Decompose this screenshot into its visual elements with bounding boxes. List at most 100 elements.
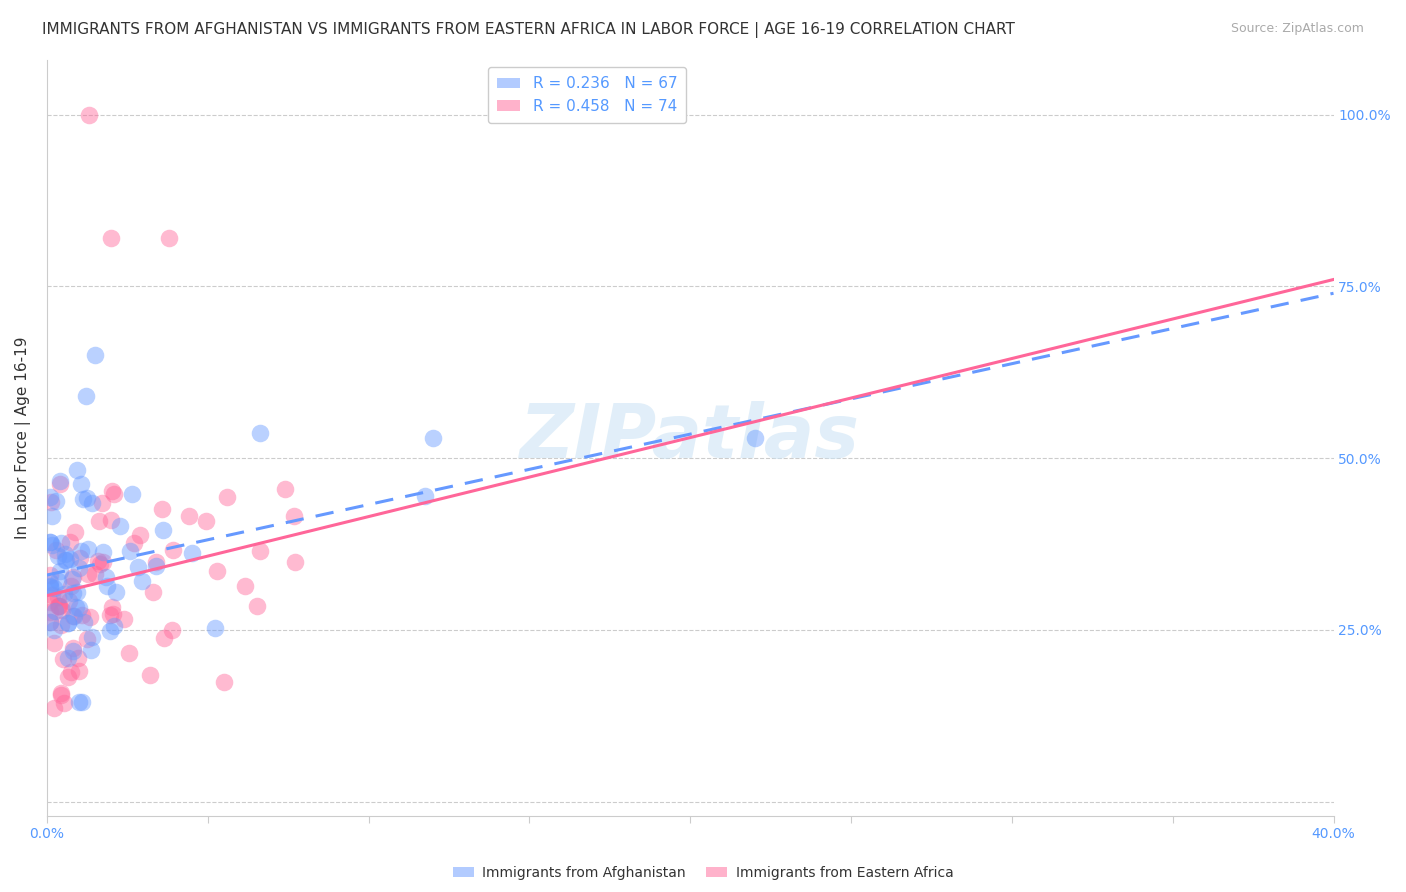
Point (58, 594, 80, 608)
Point (283, 508, 305, 523)
Point (103, 486, 125, 500)
Point (65, 599, 87, 614)
Y-axis label: In Labor Force | Age 16-19: In Labor Force | Age 16-19 (15, 336, 31, 539)
Point (48, 599, 70, 614)
Point (413, 490, 436, 504)
Point (69, 551, 91, 566)
Point (46, 590, 69, 604)
Point (48, 599, 70, 614)
Point (744, 431, 766, 445)
Point (39, 534, 62, 549)
Point (39, 568, 62, 582)
Point (70, 544, 93, 558)
Point (118, 544, 141, 558)
Point (39, 491, 62, 505)
Point (77, 107, 100, 121)
Point (127, 560, 149, 574)
Point (39, 574, 62, 589)
Point (150, 501, 173, 516)
Point (100, 483, 122, 498)
Point (41, 508, 63, 523)
Point (48, 474, 70, 488)
Point (122, 535, 145, 549)
Point (60, 572, 83, 586)
Point (52, 587, 75, 601)
Point (62, 586, 84, 600)
Point (75, 389, 97, 403)
Point (100, 624, 122, 638)
Point (101, 600, 124, 615)
Point (204, 621, 226, 635)
Text: Source: ZipAtlas.com: Source: ZipAtlas.com (1230, 22, 1364, 36)
Point (41, 588, 63, 602)
Point (422, 431, 444, 445)
Point (39, 534, 62, 549)
Point (46, 574, 69, 588)
Point (101, 607, 124, 622)
Point (179, 508, 201, 523)
Point (67, 650, 90, 665)
Point (80, 496, 103, 510)
Point (62, 609, 84, 624)
Point (49, 536, 72, 550)
Point (39, 605, 62, 619)
Point (84, 566, 107, 581)
Point (96, 578, 118, 592)
Point (112, 612, 135, 626)
Point (91, 555, 114, 569)
Point (91, 496, 114, 510)
Point (67, 600, 90, 615)
Point (100, 608, 122, 623)
Point (52, 696, 75, 710)
Point (142, 585, 165, 599)
Point (103, 619, 125, 633)
Point (41, 538, 63, 552)
Point (70, 477, 93, 491)
Point (44, 701, 66, 715)
Point (76, 491, 98, 505)
Point (79, 643, 101, 657)
Legend: R = 0.236   N = 67, R = 0.458   N = 74: R = 0.236 N = 67, R = 0.458 N = 74 (488, 67, 686, 123)
Point (66, 585, 89, 599)
Point (104, 585, 127, 599)
Point (53, 547, 76, 561)
Point (60, 665, 83, 680)
Point (89, 558, 111, 572)
Point (67, 695, 90, 709)
Point (51, 618, 73, 632)
Point (246, 599, 269, 613)
Point (51, 686, 73, 700)
Point (274, 482, 297, 496)
Point (56, 615, 79, 630)
Point (100, 512, 122, 526)
Point (160, 623, 183, 637)
Point (84, 348, 107, 362)
Point (157, 231, 180, 245)
Point (93, 544, 115, 558)
Point (121, 487, 143, 501)
Text: ZIPatlas: ZIPatlas (520, 401, 860, 474)
Point (45, 543, 67, 558)
Point (205, 565, 228, 579)
Point (62, 570, 84, 584)
Point (67, 664, 90, 678)
Point (56, 650, 79, 665)
Point (249, 544, 271, 558)
Text: IMMIGRANTS FROM AFGHANISTAN VS IMMIGRANTS FROM EASTERN AFRICA IN LABOR FORCE | A: IMMIGRANTS FROM AFGHANISTAN VS IMMIGRANT… (42, 22, 1015, 38)
Point (67, 561, 90, 575)
Point (62, 644, 84, 658)
Point (117, 646, 139, 660)
Point (129, 528, 152, 542)
Point (45, 494, 67, 508)
Point (139, 667, 162, 681)
Point (42, 636, 65, 650)
Point (162, 543, 184, 558)
Point (39, 615, 62, 630)
Point (56, 670, 79, 684)
Point (39, 495, 62, 509)
Point (55, 552, 77, 566)
Point (51, 688, 73, 702)
Point (42, 623, 65, 637)
Point (70, 608, 93, 623)
Point (77, 542, 100, 557)
